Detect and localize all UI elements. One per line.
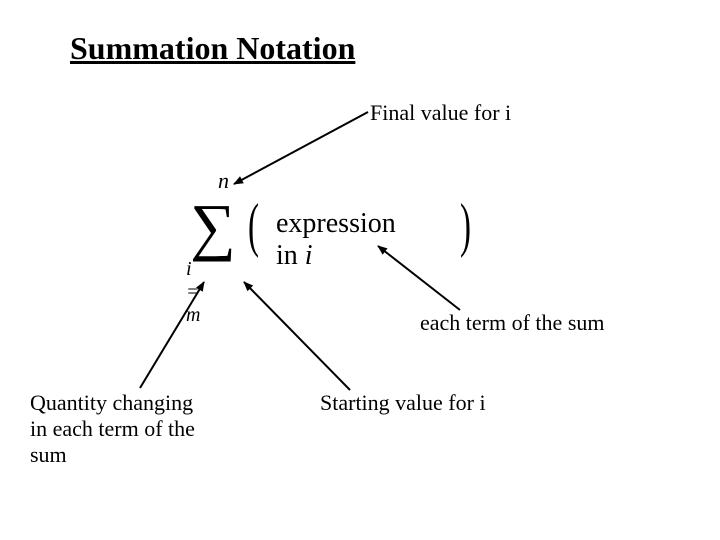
expression-text: expression in i [276, 208, 396, 272]
label-final-value: Final value for i [370, 100, 511, 126]
arrow [244, 282, 350, 390]
arrow [234, 112, 368, 184]
label-starting-value: Starting value for i [320, 390, 486, 416]
right-paren: ) [460, 195, 471, 255]
left-paren: ( [248, 195, 259, 255]
lower-limit: i = m [186, 258, 200, 327]
label-quantity-changing: Quantity changing in each term of the su… [30, 390, 195, 468]
slide-title: Summation Notation [70, 30, 355, 67]
upper-limit: n [218, 168, 229, 194]
slide-canvas: Summation Notation ∑ n i = m ( expressio… [0, 0, 720, 540]
expression-i: i [305, 240, 313, 271]
label-each-term: each term of the sum [420, 310, 605, 336]
expression-words: expression in [276, 208, 396, 271]
sigma-symbol: ∑ [190, 195, 236, 259]
